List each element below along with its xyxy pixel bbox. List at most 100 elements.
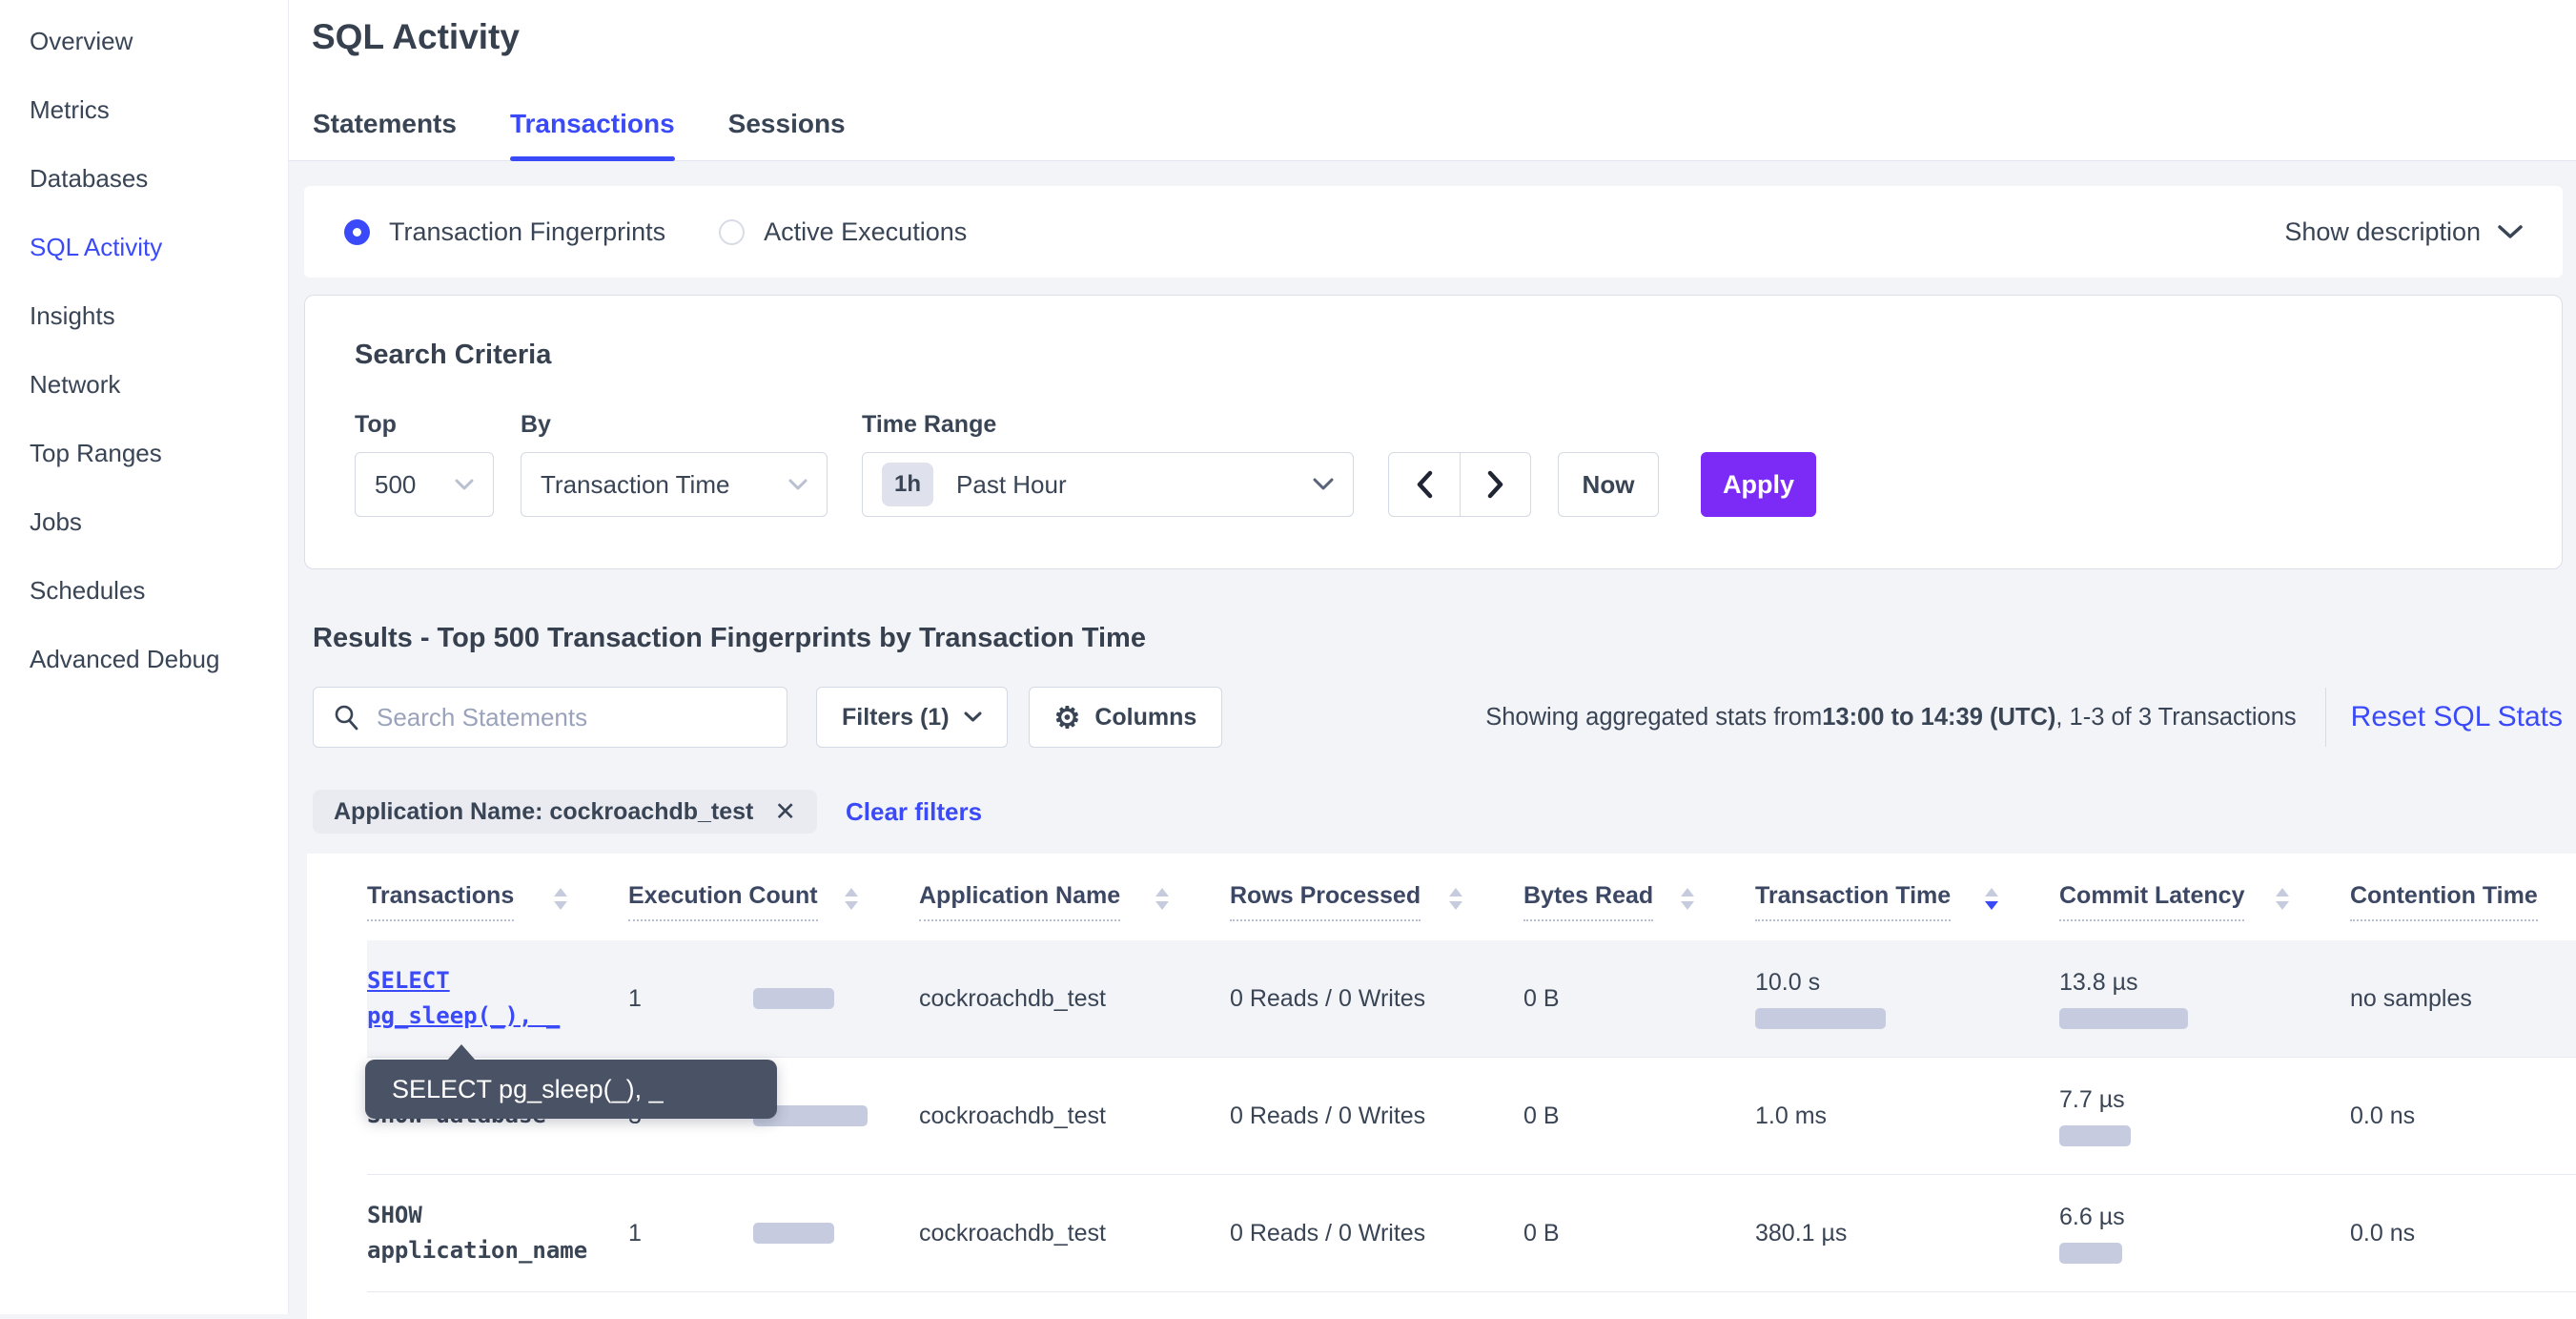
- sql-line[interactable]: SHOW: [367, 1201, 422, 1228]
- table-header-row: Transactions Execution Count Application…: [367, 882, 2576, 940]
- columns-button[interactable]: ⚙ Columns: [1028, 687, 1223, 748]
- show-description-label: Show description: [2284, 216, 2481, 246]
- view-toggle-bar: Transaction Fingerprints Active Executio…: [304, 186, 2563, 278]
- filters-button[interactable]: Filters (1): [816, 687, 1008, 748]
- sort-arrows-icon[interactable]: [1449, 888, 1462, 910]
- transaction-time-cell: 380.1 µs: [1755, 1220, 2059, 1247]
- commit-latency-bar: [2059, 1242, 2122, 1264]
- contention-time-cell: 0.0 ns: [2350, 1219, 2416, 1247]
- chevron-right-icon: [1487, 470, 1503, 499]
- table-row[interactable]: SHOW application_name 1 cockroachdb_test…: [367, 1175, 2576, 1292]
- application-name-cell: cockroachdb_test: [919, 1219, 1106, 1247]
- by-select-value: Transaction Time: [541, 469, 730, 499]
- rows-processed-cell: 0 Reads / 0 Writes: [1230, 984, 1426, 1012]
- table-row[interactable]: SHOW database 3 cockroachdb_test 0 Reads…: [367, 1058, 2576, 1175]
- sidebar-item-overview[interactable]: Overview: [30, 27, 133, 55]
- time-range-select[interactable]: 1h Past Hour: [862, 452, 1354, 517]
- tab-statements[interactable]: Statements: [313, 109, 457, 138]
- contention-time-cell: 0.0 ns: [2350, 1102, 2416, 1129]
- sidebar-item-network[interactable]: Network: [30, 370, 121, 399]
- commit-latency-value: 13.8 µs: [2059, 968, 2138, 996]
- time-range-pager: [1388, 452, 1531, 517]
- transaction-fingerprint-link[interactable]: SELECT pg_sleep(_), _: [367, 963, 628, 1034]
- sql-line[interactable]: SELECT: [367, 966, 450, 994]
- column-header-label[interactable]: Execution Count: [628, 882, 818, 921]
- sidebar-item-insights[interactable]: Insights: [30, 301, 115, 330]
- top-label: Top: [355, 411, 397, 438]
- remove-filter-icon[interactable]: ✕: [774, 796, 797, 826]
- column-header-label[interactable]: Bytes Read: [1523, 882, 1654, 921]
- bytes-read-cell: 0 B: [1523, 1219, 1560, 1247]
- sidebar-item-schedules[interactable]: Schedules: [30, 576, 146, 605]
- radio-active-executions[interactable]: Active Executions: [719, 217, 967, 247]
- sql-line[interactable]: pg_sleep(_), _: [367, 1002, 561, 1029]
- application-name-cell: cockroachdb_test: [919, 984, 1106, 1012]
- sidebar-item-top-ranges[interactable]: Top Ranges: [30, 439, 162, 467]
- radio-unselected-icon: [719, 218, 746, 245]
- aggregated-stats-text: Showing aggregated stats from 13:00 to 1…: [1485, 704, 2296, 732]
- chevron-down-icon: [2498, 225, 2523, 238]
- tab-sessions[interactable]: Sessions: [727, 109, 846, 138]
- show-description-toggle[interactable]: Show description: [2284, 217, 2523, 247]
- sort-arrows-icon[interactable]: [2276, 888, 2289, 910]
- column-header-label[interactable]: Transactions: [367, 882, 515, 921]
- time-range-label: Time Range: [862, 411, 997, 438]
- page-title: SQL Activity: [312, 17, 520, 56]
- application-name-cell: cockroachdb_test: [919, 1102, 1106, 1129]
- table-row[interactable]: SELECT pg_sleep(_), _ 1 cockroachdb_test…: [367, 940, 2576, 1058]
- column-header-label[interactable]: Contention Time: [2350, 882, 2538, 921]
- radio-label: Transaction Fingerprints: [389, 216, 666, 246]
- commit-latency-value: 6.6 µs: [2059, 1203, 2125, 1230]
- reset-sql-stats-link[interactable]: Reset SQL Stats: [2350, 701, 2563, 732]
- sidebar-item-jobs[interactable]: Jobs: [30, 507, 82, 536]
- chevron-left-icon: [1417, 470, 1433, 499]
- chevron-down-icon: [964, 711, 982, 722]
- search-criteria-title: Search Criteria: [355, 340, 552, 370]
- columns-label: Columns: [1094, 703, 1197, 731]
- radio-transaction-fingerprints[interactable]: Transaction Fingerprints: [344, 217, 665, 247]
- execution-count-bar: [753, 988, 834, 1009]
- column-header-label[interactable]: Rows Processed: [1230, 882, 1421, 921]
- sidebar-item-sql-activity[interactable]: SQL Activity: [30, 233, 163, 261]
- time-range-value: Past Hour: [956, 469, 1067, 499]
- top-select[interactable]: 500: [355, 452, 494, 517]
- sort-arrows-icon[interactable]: [845, 888, 858, 910]
- sort-arrows-icon[interactable]: [1985, 888, 1998, 910]
- column-header-label[interactable]: Transaction Time: [1755, 882, 1952, 921]
- sort-arrows-icon[interactable]: [1155, 888, 1169, 910]
- column-header-execution-count: Execution Count: [628, 882, 919, 921]
- search-statements-input[interactable]: [375, 701, 767, 733]
- now-button[interactable]: Now: [1558, 452, 1659, 517]
- execution-count-cell: 1: [628, 985, 919, 1013]
- filter-chip-application-name[interactable]: Application Name: cockroachdb_test ✕: [313, 790, 818, 834]
- transaction-fingerprint-link[interactable]: SHOW application_name: [367, 1198, 628, 1268]
- column-header-label[interactable]: Commit Latency: [2059, 882, 2245, 921]
- apply-button[interactable]: Apply: [1701, 452, 1816, 517]
- column-header-commit-latency: Commit Latency: [2059, 882, 2350, 921]
- sort-arrows-icon[interactable]: [1681, 888, 1694, 910]
- sidebar-item-advanced-debug[interactable]: Advanced Debug: [30, 645, 220, 673]
- sort-arrows-icon[interactable]: [554, 888, 567, 910]
- clear-filters-link[interactable]: Clear filters: [846, 796, 983, 826]
- transaction-time-value: 380.1 µs: [1755, 1219, 1848, 1247]
- next-time-button[interactable]: [1460, 453, 1530, 516]
- column-header-transaction-time: Transaction Time: [1755, 882, 2059, 921]
- transaction-time-cell: 10.0 s: [1755, 969, 2059, 1029]
- sidebar-item-metrics[interactable]: Metrics: [30, 95, 110, 124]
- column-header-rows-processed: Rows Processed: [1230, 882, 1523, 921]
- chevron-down-icon: [788, 479, 808, 489]
- chevron-down-icon: [455, 479, 474, 489]
- sidebar: Overview Metrics Databases SQL Activity …: [0, 0, 289, 1314]
- tab-bar: Statements Transactions Sessions: [313, 109, 846, 161]
- execution-count-cell: 1: [628, 1220, 919, 1247]
- tab-transactions[interactable]: Transactions: [509, 109, 675, 161]
- previous-time-button[interactable]: [1389, 453, 1460, 516]
- by-select[interactable]: Transaction Time: [521, 452, 828, 517]
- column-header-label[interactable]: Application Name: [919, 882, 1121, 921]
- sidebar-item-databases[interactable]: Databases: [30, 164, 149, 193]
- top-select-value: 500: [375, 469, 417, 499]
- rows-processed-cell: 0 Reads / 0 Writes: [1230, 1219, 1426, 1247]
- sql-line[interactable]: application_name: [367, 1237, 588, 1264]
- bytes-read-cell: 0 B: [1523, 1102, 1560, 1129]
- filters-label: Filters (1): [842, 703, 950, 731]
